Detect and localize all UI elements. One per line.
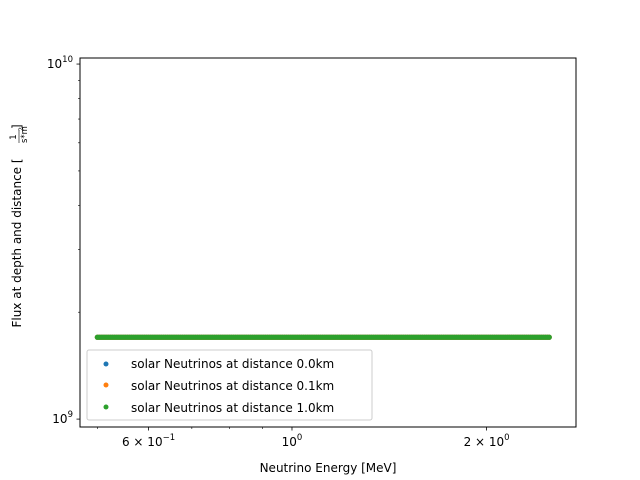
svg-text:]: ] — [10, 124, 24, 129]
legend-marker-series-1 — [103, 361, 109, 367]
legend-label-series-1: solar Neutrinos at distance 0.0km — [131, 357, 334, 371]
scatter-points-layer — [94, 334, 552, 340]
x-tick-label: 6 × 10−1 — [122, 433, 175, 449]
y-tick-label: 1010 — [47, 55, 73, 71]
series-3-points — [94, 334, 552, 340]
legend-label-series-2: solar Neutrinos at distance 0.1km — [131, 379, 334, 393]
data-point — [546, 334, 552, 340]
legend: solar Neutrinos at distance 0.0km solar … — [86, 349, 373, 421]
ticks-layer: 6 × 10−1 100 2 × 100 109 1010 — [47, 55, 510, 449]
svg-text:2: 2 — [18, 127, 25, 131]
x-axis-label: Neutrino Energy [MeV] — [260, 461, 397, 475]
svg-text:Flux at depth and distance [: Flux at depth and distance [ — [10, 158, 24, 327]
x-tick-label: 2 × 100 — [464, 433, 510, 449]
x-tick-label: 100 — [282, 433, 303, 449]
y-axis-label: Flux at depth and distance [ — [10, 158, 24, 327]
svg-text:s*m: s*m — [20, 126, 30, 143]
y-axis-label-unit: ] 1 s*m 2 — [9, 124, 30, 143]
legend-label-series-3: solar Neutrinos at distance 1.0km — [131, 401, 334, 415]
legend-marker-series-2 — [103, 382, 109, 388]
legend-frame — [86, 349, 373, 421]
legend-marker-series-3 — [103, 404, 109, 410]
svg-text:1: 1 — [9, 134, 19, 139]
y-tick-label: 109 — [52, 410, 73, 426]
plot-area-frame — [79, 57, 577, 428]
